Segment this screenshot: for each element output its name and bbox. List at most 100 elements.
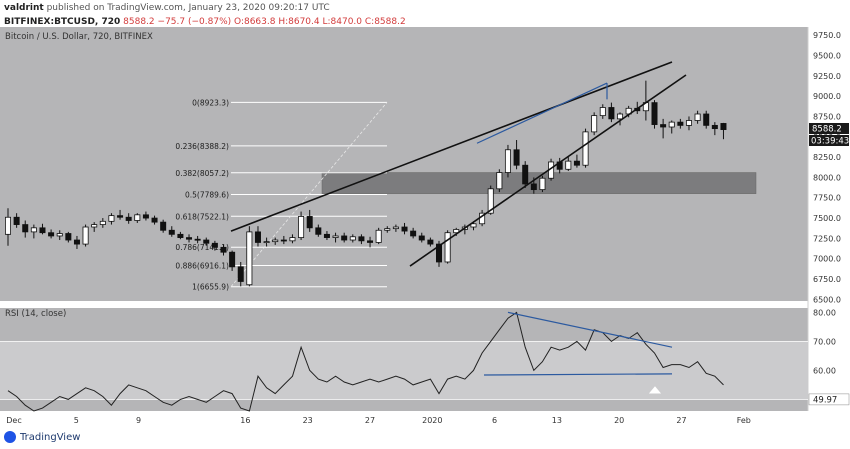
symbol-name[interactable]: BITFINEX:BTCUSD, 720 [4,17,121,27]
time-tick-label: 27 [676,416,686,425]
candle-body [306,216,313,229]
wedge-lower-trendline [409,74,687,267]
candle-body [220,246,227,253]
rsi-tick-label: 60.00 [813,366,836,375]
rsi-layer [7,311,724,412]
price-tick-label: 6500.0 [813,295,841,304]
axis-labels-layer: 6500.0 6750.0 7000.0 7250.0 7500.0 7750.0 8000… [6,31,841,425]
rsi-tick-label: 70.00 [813,337,836,346]
candle-body [444,232,451,263]
candles-layer [5,80,727,287]
fib-level-label: 0(8923.3) [192,98,229,107]
candle-body [39,227,46,234]
ohlc-text: O:8663.8 H:8670.4 L:8470.0 C:8588.2 [234,17,406,27]
candle-body [99,220,106,225]
candle-body [254,231,261,243]
candle-body [720,123,727,130]
time-tick-label: Dec [6,416,21,425]
candle-body [530,183,537,191]
candle-body [591,115,598,133]
rsi-pane-title: RSI (14, close) [5,309,66,319]
candle-body [48,232,55,237]
candle-body [565,160,572,170]
candle-body [117,215,124,218]
candle-body [685,120,692,126]
countdown-tag [809,135,849,146]
candle-body [315,227,322,235]
candle-body [668,121,675,128]
candle-body [617,113,624,120]
time-tick-label: 9 [136,416,141,425]
candle-body [401,226,408,232]
candle-body [470,223,477,228]
candle-body [237,266,244,282]
rsi-support-line [483,373,673,376]
candle-body [194,238,201,241]
candle-body [56,233,63,237]
time-tick-label: 13 [552,416,562,425]
fibonacci-layer: 0(8923.3) 0.236(8388.2) 0.382(8057.2) 0.5(7… [175,98,388,292]
candle-body [349,236,356,241]
rsi-value-tag [808,393,850,406]
last-price-tag [809,123,849,134]
candle-body [703,113,710,126]
time-tick-label: 27 [365,416,375,425]
candle-body [177,233,184,238]
candle-body [5,216,11,235]
candle-body [582,131,589,166]
price-tick-label: 9750.0 [813,31,841,40]
price-tick-label: 7000.0 [813,255,841,264]
time-tick-label: 5 [74,416,79,425]
candle-body [496,172,503,190]
candle-body [711,124,718,130]
time-tick-label: Feb [737,416,751,425]
candle-body [651,102,658,125]
candle-body [375,229,382,243]
candle-body [694,113,701,121]
candle-body [160,221,167,231]
pane-divider[interactable] [0,301,850,308]
price-change-text: −75.7 (−0.87%) [157,17,232,27]
candle-body [73,239,80,245]
time-tick-label: 23 [303,416,313,425]
wedge-upper-trendline [230,61,673,232]
price-tick-label: 7500.0 [813,214,841,223]
candle-body [125,216,132,221]
price-tick-label: 6750.0 [813,275,841,284]
price-tick-label: 7750.0 [813,194,841,203]
candle-body [229,251,236,268]
candle-body [168,229,175,235]
candle-body [272,239,279,243]
candle-body [298,216,305,238]
price-axis[interactable] [808,27,850,411]
candle-body [410,230,417,237]
fib-level-label: 0.236(8388.2) [175,142,229,151]
symbol-bar: BITFINEX:BTCUSD, 720 8588.2 −75.7 (−0.87… [4,17,850,27]
candle-body [280,239,287,242]
time-tick-label: 6 [492,416,497,425]
candle-body [341,235,348,241]
candle-body [65,233,72,241]
last-price-text: 8588.2 [123,17,155,27]
countdown-tag-text: 03:39:43 [811,137,849,147]
author-name[interactable]: valdrint [4,3,44,13]
candle-body [82,226,89,245]
price-tick-label: 8250.0 [813,153,841,162]
fib-level-label: 0.786(7141.1) [175,243,229,252]
candle-body [367,240,374,243]
tradingview-footer[interactable]: TradingView [4,431,80,443]
candle-body [211,242,218,248]
candle-body [142,214,149,219]
candle-body [573,160,580,166]
time-axis[interactable] [0,411,808,427]
fib-level-label: 0.886(6916.1) [175,262,229,271]
candle-body [435,243,442,263]
rsi-line [7,311,724,412]
candle-body [384,228,391,231]
candle-body [599,107,606,117]
time-tick-label: 16 [240,416,250,425]
rsi-marker-triangle [648,386,662,394]
candle-body [453,229,460,234]
candle-body [487,188,494,214]
